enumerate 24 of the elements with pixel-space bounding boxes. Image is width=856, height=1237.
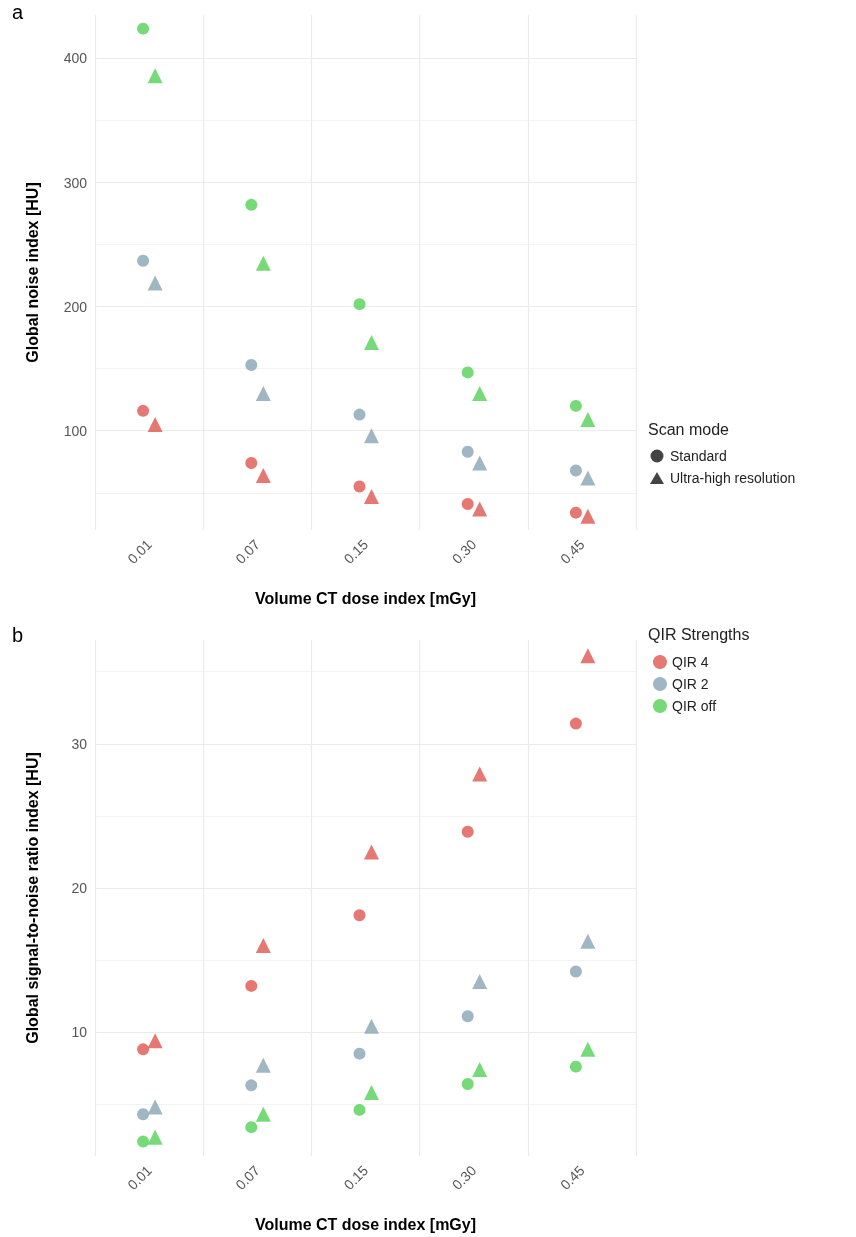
y-tick-label: 400 — [63, 50, 88, 67]
x-tick-label: 0.30 — [448, 1162, 480, 1193]
legend-label: QIR 4 — [672, 654, 709, 670]
y-tick-label: 100 — [63, 422, 88, 439]
legend-title: Scan mode — [648, 420, 730, 438]
y-axis-title: Global signal-to-noise ratio index [HU] — [23, 752, 41, 1044]
legend-title: QIR Strengths — [648, 625, 750, 643]
text: Standard — [670, 448, 727, 464]
text: Ultra-high resolution — [670, 470, 796, 486]
legend-label: QIR 2 — [672, 676, 709, 692]
legend-label: QIR off — [672, 698, 717, 714]
text: a — [12, 1, 24, 23]
x-tick-label: 0.01 — [124, 1162, 155, 1193]
text: b — [12, 624, 24, 646]
x-tick-label: 0.30 — [448, 536, 480, 567]
y-tick-label: 10 — [71, 1024, 88, 1041]
y-tick-label: 30 — [71, 735, 88, 752]
y-axis-title: Global noise index [HU] — [23, 182, 41, 363]
y-tick-label: 300 — [63, 174, 88, 191]
x-tick-label: 0.01 — [124, 536, 155, 567]
y-tick-label: 20 — [71, 879, 88, 896]
x-axis-title: Volume CT dose index [mGy] — [254, 1215, 477, 1233]
x-axis-title: Volume CT dose index [mGy] — [254, 589, 477, 607]
y-tick-label: 200 — [63, 298, 88, 315]
